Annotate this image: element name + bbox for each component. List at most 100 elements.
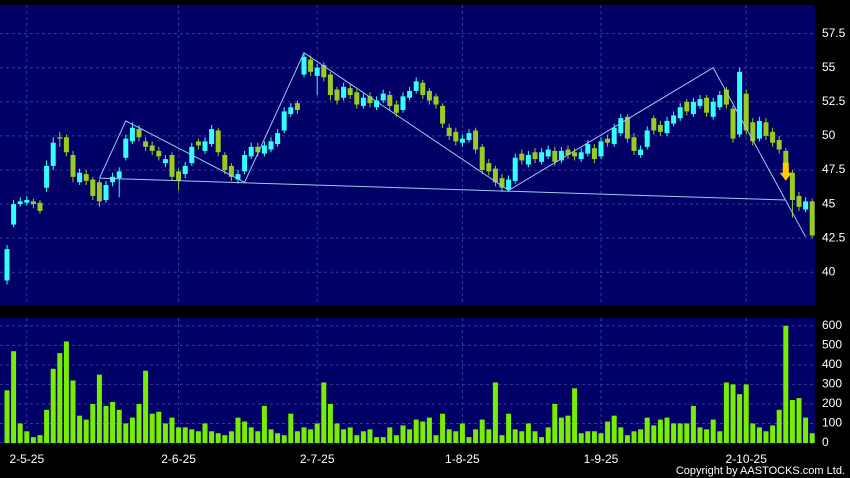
volume-bar [294,431,300,443]
volume-bar [525,423,531,443]
volume-bar [57,353,63,443]
volume-bar [558,417,564,443]
candle-body [651,118,657,131]
volume-bar [334,423,340,443]
candle-body [459,138,465,143]
volume-bar [697,427,703,443]
candle-body [690,101,696,115]
candle-body [591,148,597,160]
volume-bar [440,413,446,443]
candle-body [301,56,307,75]
volume-bar [644,417,650,443]
volume-bar [433,435,439,443]
candle-body [684,101,690,112]
candle-body [314,67,320,76]
candle-body [638,149,644,155]
volume-bar [796,398,802,443]
volume-bar [776,409,782,443]
candle-body [77,172,83,183]
candle-body [473,130,479,150]
volume-bar [90,403,96,443]
candle-body [624,116,630,139]
price-panel [0,5,815,305]
candle-body [440,105,446,124]
y-tick-label: 50 [822,128,836,142]
volume-bar [552,403,558,443]
volume-bar [631,431,637,443]
candle-body [275,133,281,145]
candle-body [618,118,624,134]
candle-body [24,200,30,203]
candle-body [710,101,716,117]
volume-bar [209,431,215,443]
candle-body [44,165,50,188]
candle-body [308,59,314,72]
volume-bar [4,390,10,443]
trendline [98,51,807,238]
candle-body [169,155,175,177]
x-tick-label: 2-7-25 [300,452,335,466]
candle-body [70,155,76,177]
volume-bar [783,325,789,443]
volume-bar [473,429,479,443]
volume-bar [341,429,347,443]
candle-body [387,95,393,106]
candle-body [466,133,472,140]
volume-bar [750,423,756,443]
volume-bar [162,423,168,443]
volume-bar [803,417,809,443]
candle-body [242,155,248,172]
volume-bar [598,433,604,443]
candle-body [268,141,274,150]
volume-bar [70,380,76,443]
volume-bar [17,423,23,443]
candle-body [63,137,69,153]
volume-bar [156,411,162,443]
volume-bar [453,431,459,443]
volume-bar [756,427,762,443]
y-tick-label: 55 [822,60,836,74]
candle-body [215,130,221,153]
volume-bar [380,437,386,443]
candle-body [545,149,551,157]
volume-bar [506,413,512,443]
volume-bar [63,341,69,443]
candle-body [37,202,43,211]
candle-body [605,138,611,143]
volume-bar [532,431,538,443]
candle-body [90,179,96,196]
candle-body [572,152,578,157]
candle-body [519,153,525,161]
volume-bar [129,417,135,443]
volume-bar [657,419,663,443]
volume-bar [103,405,109,443]
volume-bar [83,419,89,443]
volume-bar [710,419,716,443]
candle-body [209,129,215,145]
candle-body [611,127,617,145]
candle-body [321,65,327,78]
candle-body [393,104,399,113]
y-tick-label: 52.5 [822,94,846,108]
volume-bar [235,417,241,443]
x-tick-label: 1-8-25 [445,452,480,466]
volume-bar [638,429,644,443]
volume-bar [565,415,571,443]
candle-body [57,137,63,139]
y-tick-label: 40 [822,264,836,278]
y-tick-label: 57.5 [822,26,846,40]
volume-bar [215,433,221,443]
candle-body [552,150,558,162]
volume-bar [354,435,360,443]
candle-body [288,107,294,115]
volume-tick-label: 600 [822,318,842,332]
candle-body [380,93,386,101]
candle-body [525,155,531,165]
x-tick-label: 2-6-25 [161,452,196,466]
candle-body [723,89,729,105]
volume-bar [618,427,624,443]
candle-body [671,115,677,124]
volume-bar [202,423,208,443]
volume-bar [400,425,406,443]
candle-body [743,93,749,131]
